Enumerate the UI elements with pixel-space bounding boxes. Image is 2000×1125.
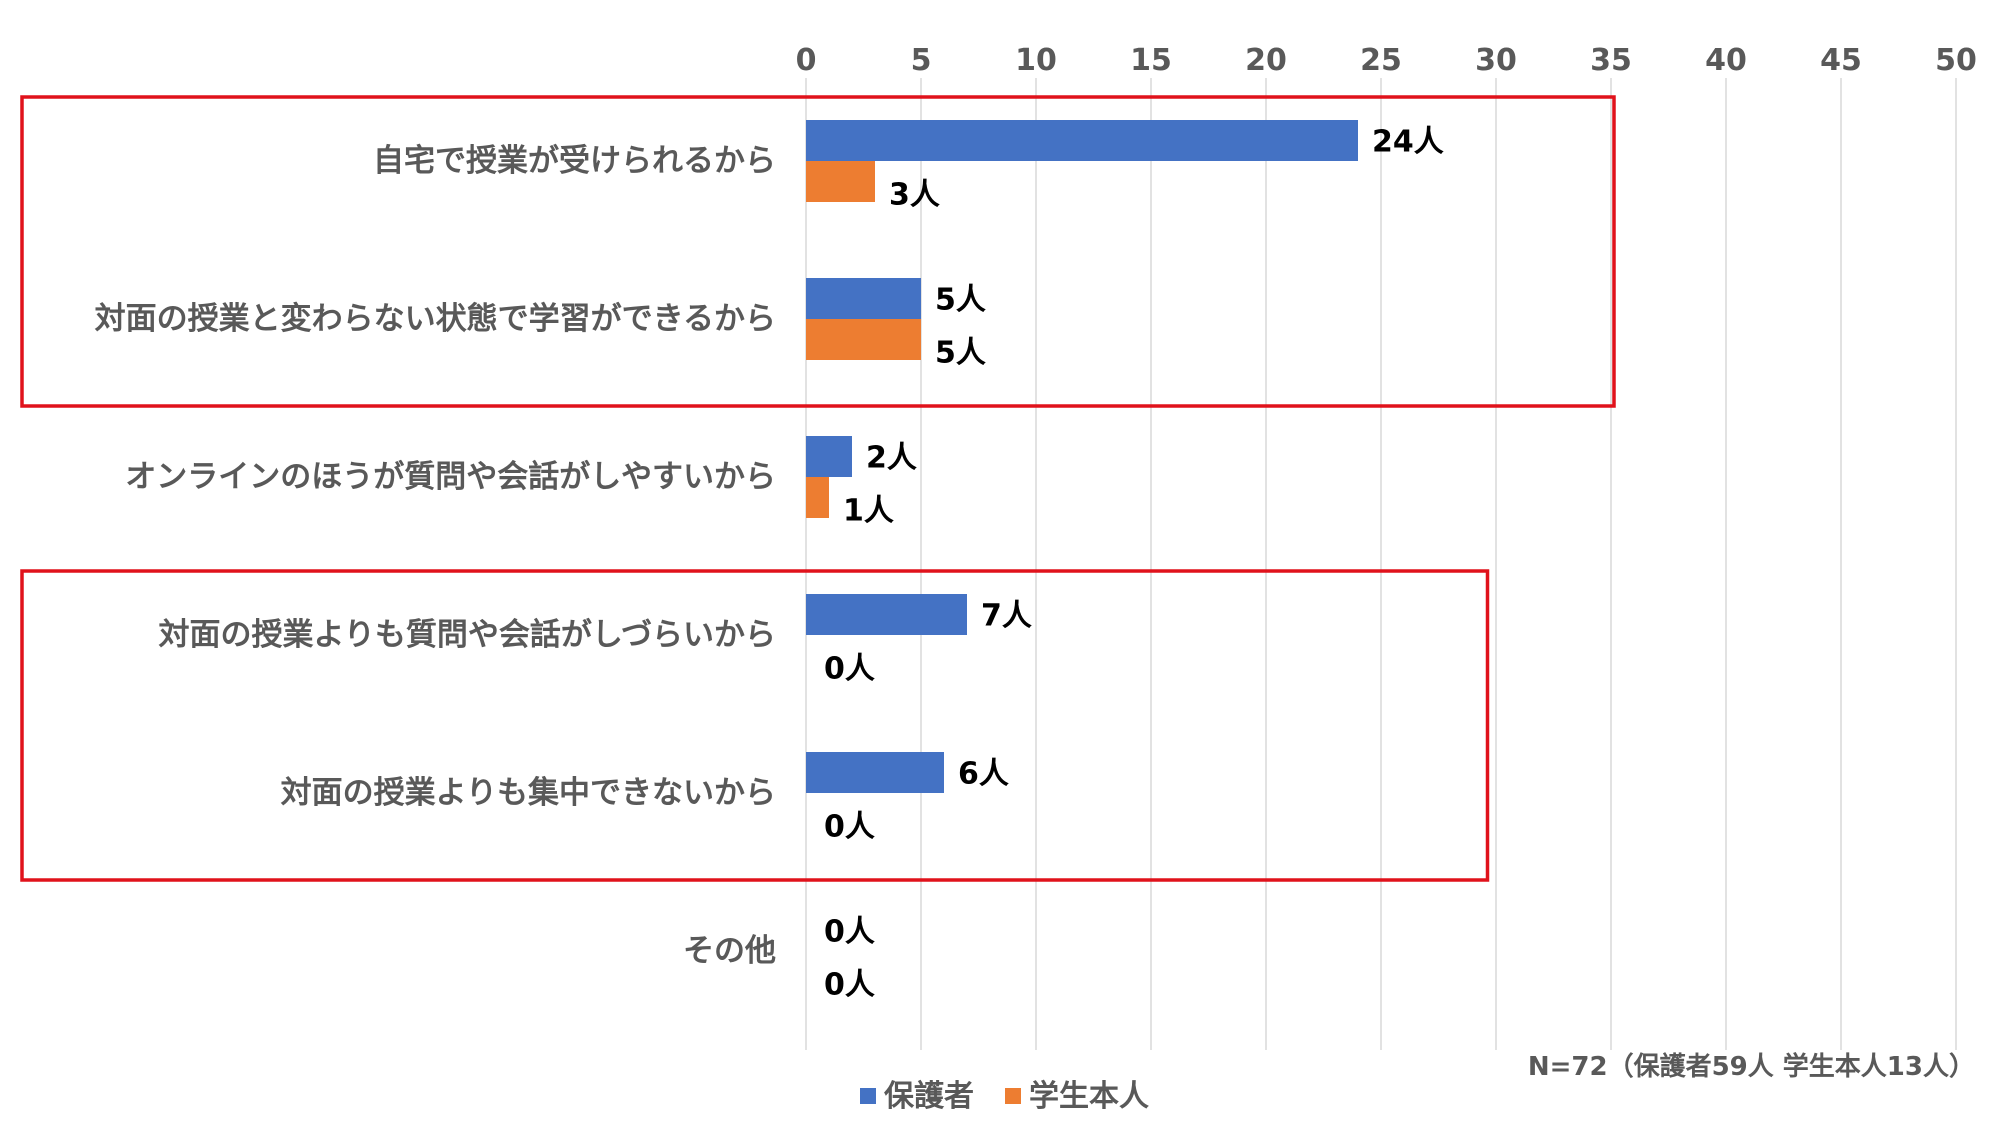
- data-label: 2人: [866, 441, 917, 476]
- legend-swatch: [1005, 1088, 1021, 1104]
- bar-guardian: [806, 278, 921, 319]
- legend-label: 学生本人: [1029, 1079, 1149, 1114]
- data-label: 7人: [981, 599, 1032, 634]
- bar-guardian: [806, 120, 1358, 161]
- category-label: オンラインのほうが質問や会話がしやすいから: [125, 459, 776, 495]
- data-label: 0人: [824, 652, 875, 687]
- category-labels: 自宅で授業が受けられるから対面の授業と変わらない状態で学習ができるからオンライン…: [95, 143, 776, 969]
- x-tick-label: 0: [796, 43, 817, 78]
- x-tick-label: 40: [1705, 43, 1747, 78]
- bar-student: [806, 161, 875, 202]
- bar-student: [806, 477, 829, 518]
- category-label: その他: [683, 933, 776, 969]
- data-label: 1人: [843, 494, 894, 529]
- data-label: 0人: [824, 810, 875, 845]
- highlight-box: [20, 95, 1616, 408]
- category-label: 自宅で授業が受けられるから: [373, 143, 776, 179]
- bar-guardian: [806, 752, 944, 793]
- x-tick-label: 35: [1590, 43, 1632, 78]
- highlight-box: [20, 569, 1490, 882]
- x-tick-label: 10: [1015, 43, 1057, 78]
- x-tick-label: 15: [1130, 43, 1172, 78]
- highlight-boxes: [20, 95, 1616, 882]
- x-tick-label: 5: [911, 43, 932, 78]
- data-label: 5人: [935, 283, 986, 318]
- data-label: 0人: [824, 915, 875, 950]
- x-tick-label: 20: [1245, 43, 1287, 78]
- data-label: 24人: [1372, 125, 1444, 160]
- gridlines: [805, 78, 1957, 1050]
- x-axis-ticks: 0 5 10 15 20 25 30 35 40 45 50: [796, 43, 1977, 78]
- bar-student: [806, 319, 921, 360]
- data-label: 5人: [935, 336, 986, 371]
- x-tick-label: 25: [1360, 43, 1402, 78]
- bars: [806, 120, 1358, 793]
- sample-note: N=72（保護者59人 学生本人13人）: [1528, 1051, 1975, 1082]
- data-label: 6人: [958, 757, 1009, 792]
- legend-swatch: [860, 1088, 876, 1104]
- data-labels: 24人 3人 5人 5人 2人 1人 7人 0人 6人 0人 0人 0人: [824, 125, 1444, 1003]
- category-label: 対面の授業と変わらない状態で学習ができるから: [95, 301, 776, 337]
- x-tick-label: 30: [1475, 43, 1517, 78]
- category-label: 対面の授業よりも集中できないから: [281, 775, 776, 811]
- bar-guardian: [806, 436, 852, 477]
- x-tick-label: 50: [1935, 43, 1977, 78]
- bar-guardian: [806, 594, 967, 635]
- legend-label: 保護者: [884, 1079, 974, 1114]
- data-label: 0人: [824, 968, 875, 1003]
- legend: 保護者 学生本人: [860, 1079, 1149, 1114]
- category-label: 対面の授業よりも質問や会話がしづらいから: [158, 617, 776, 653]
- x-tick-label: 45: [1820, 43, 1862, 78]
- data-label: 3人: [889, 178, 940, 213]
